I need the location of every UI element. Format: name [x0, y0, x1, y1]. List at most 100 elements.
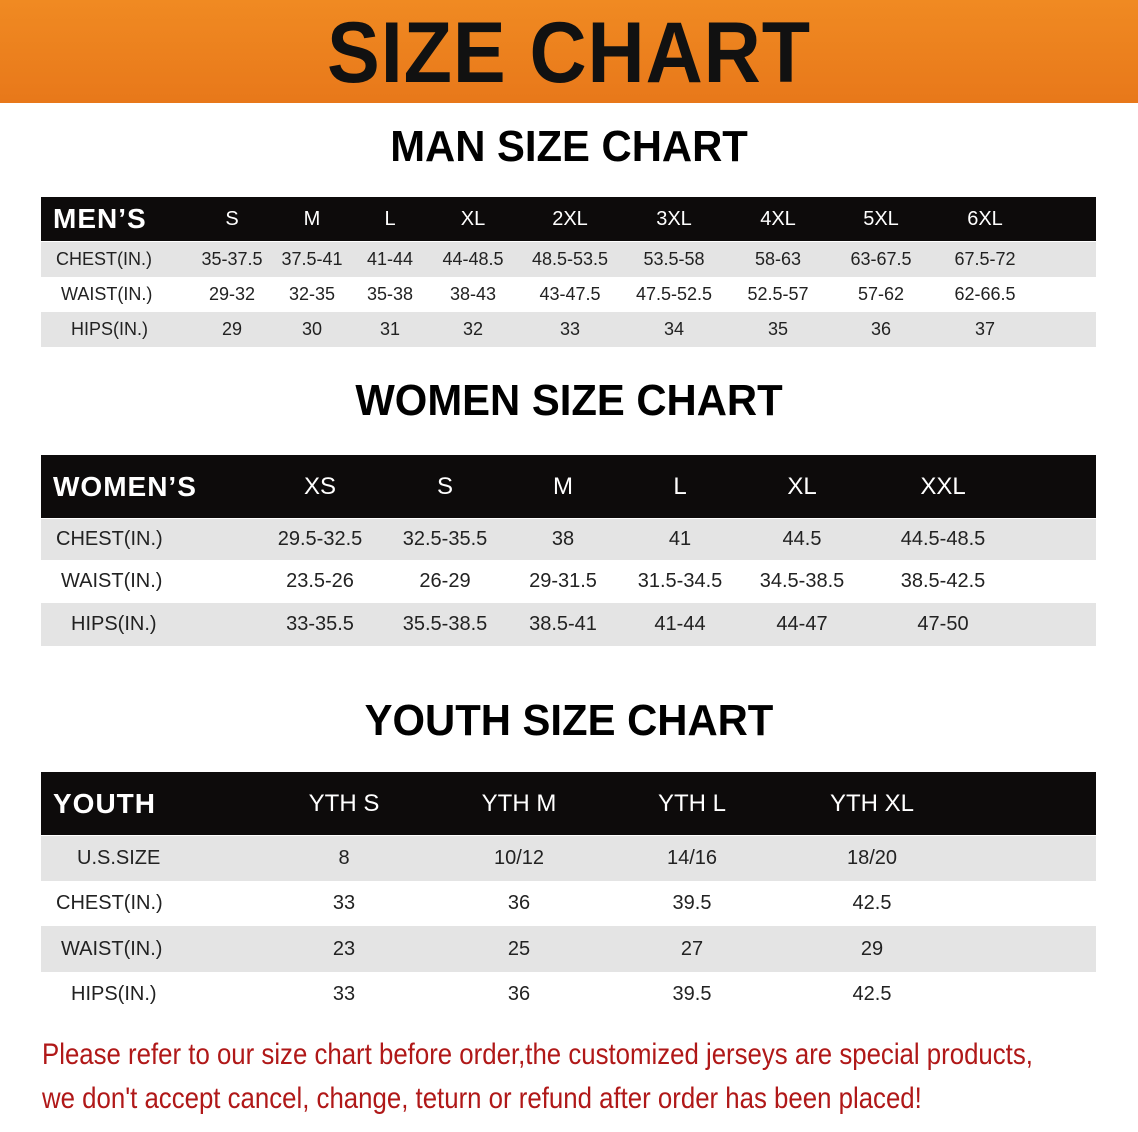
- table-cell: 38.5-42.5: [900, 570, 986, 592]
- size-header-l: L: [384, 207, 396, 230]
- table-cell: 52.5-57: [747, 284, 809, 304]
- table-row: U.S.SIZE 8 10/12 14/16 18/20: [41, 836, 1096, 881]
- women-section-title: WOMEN SIZE CHART: [355, 376, 783, 425]
- size-header-3xl: 3XL: [656, 207, 692, 230]
- table-row: CHEST(IN.) 29.5-32.5 32.5-35.5 38 41 44.5 44.5…: [41, 519, 1096, 560]
- table-row: WAIST(IN.) 23.5-26 26-29 29-31.5 31.5-34.5 34…: [41, 560, 1096, 603]
- notice-line-2: we don't accept cancel, change, teturn o…: [42, 1082, 922, 1115]
- table-cell: 36: [507, 983, 531, 1005]
- table-cell: 33: [559, 319, 581, 339]
- table-cell: 47.5-52.5: [635, 284, 713, 304]
- men-section-title: MAN SIZE CHART: [390, 122, 748, 171]
- table-cell: 32.5-35.5: [402, 528, 488, 550]
- row-label: WAIST(IN.): [61, 570, 163, 592]
- men-header-row: MEN’S S M L XL 2XL 3XL 4XL 5XL 6XL: [41, 197, 1096, 241]
- youth-section-title: YOUTH SIZE CHART: [364, 696, 774, 745]
- table-cell: 32-35: [288, 284, 336, 304]
- table-cell: 44-48.5: [442, 249, 504, 269]
- row-label: CHEST(IN.): [56, 892, 163, 914]
- table-cell: 25: [507, 937, 531, 960]
- table-cell: 38: [551, 528, 575, 550]
- table-cell: 42.5: [852, 983, 892, 1005]
- banner-title: SIZE CHART: [327, 5, 811, 101]
- table-cell: 30: [301, 319, 323, 339]
- table-cell: 18/20: [846, 847, 898, 869]
- row-label: CHEST(IN.): [56, 528, 163, 550]
- table-cell: 47-50: [917, 613, 969, 635]
- table-cell: 41: [668, 528, 692, 550]
- table-cell: 57-62: [857, 284, 905, 304]
- size-header-5xl: 5XL: [863, 207, 899, 230]
- table-cell: 34: [663, 319, 685, 339]
- men-header-label: MEN’S: [53, 203, 147, 234]
- table-cell: 31: [379, 319, 401, 339]
- row-label: WAIST(IN.): [61, 284, 153, 304]
- table-row: HIPS(IN.) 33 36 39.5 42.5: [41, 972, 1096, 1017]
- size-header-xl: XL: [787, 472, 817, 500]
- table-cell: 43-47.5: [539, 284, 601, 304]
- table-cell: 35-38: [366, 284, 414, 304]
- table-row: WAIST(IN.) 23 25 27 29: [41, 926, 1096, 972]
- table-cell: 44.5-48.5: [900, 528, 986, 550]
- table-cell: 35.5-38.5: [402, 613, 488, 635]
- table-cell: 23.5-26: [286, 570, 354, 592]
- table-cell: 41-44: [366, 249, 414, 269]
- table-cell: 58-63: [754, 249, 802, 269]
- table-cell: 26-29: [419, 570, 471, 592]
- size-header-s: S: [225, 207, 239, 230]
- table-cell: 36: [870, 319, 892, 339]
- table-cell: 8: [338, 847, 350, 869]
- table-cell: 29: [221, 319, 243, 339]
- row-label: CHEST(IN.): [56, 249, 152, 269]
- women-header-label: WOMEN’S: [53, 470, 197, 502]
- table-cell: 23: [332, 937, 356, 960]
- size-header-yth-l: YTH L: [657, 789, 726, 817]
- table-row: HIPS(IN.) 33-35.5 35.5-38.5 38.5-41 41-44 44-…: [41, 603, 1096, 646]
- size-header-4xl: 4XL: [760, 207, 796, 230]
- size-header-2xl: 2XL: [552, 207, 588, 230]
- table-cell: 38-43: [449, 284, 497, 304]
- row-label: HIPS(IN.): [71, 983, 157, 1005]
- table-cell: 41-44: [654, 613, 706, 635]
- table-cell: 32: [462, 319, 484, 339]
- table-cell: 33: [332, 892, 356, 914]
- size-header-m: M: [553, 472, 573, 500]
- table-cell: 31.5-34.5: [637, 570, 723, 592]
- table-cell: 35: [767, 319, 789, 339]
- table-cell: 39.5: [672, 983, 712, 1005]
- size-header-s: S: [436, 472, 453, 500]
- table-cell: 14/16: [666, 847, 718, 869]
- table-cell: 39.5: [672, 892, 712, 914]
- table-cell: 37.5-41: [281, 249, 343, 269]
- table-cell: 29: [860, 937, 884, 960]
- table-cell: 33: [332, 983, 356, 1005]
- table-cell: 10/12: [493, 847, 545, 869]
- size-header-6xl: 6XL: [967, 207, 1003, 230]
- title-banner: SIZE CHART: [0, 0, 1138, 103]
- row-label: HIPS(IN.): [71, 613, 157, 635]
- table-cell: 35-37.5: [201, 249, 263, 269]
- table-cell: 29-32: [208, 284, 256, 304]
- size-header-yth-m: YTH M: [481, 789, 557, 817]
- table-row: WAIST(IN.) 29-32 32-35 35-38 38-43 43-47.5 47.…: [41, 277, 1096, 312]
- size-header-yth-xl: YTH XL: [829, 789, 915, 817]
- women-header-row: WOMEN’S XS S M L XL XXL: [41, 455, 1096, 518]
- table-cell: 38.5-41: [529, 613, 597, 635]
- size-header-m: M: [303, 207, 321, 230]
- size-header-xl: XL: [460, 207, 486, 230]
- table-row: HIPS(IN.) 29 30 31 32 33 34 35 36 37: [41, 312, 1096, 347]
- table-row: CHEST(IN.) 35-37.5 37.5-41 41-44 44-48.5 48.5…: [41, 242, 1096, 277]
- table-cell: 48.5-53.5: [531, 249, 609, 269]
- table-row: CHEST(IN.) 33 36 39.5 42.5: [41, 881, 1096, 926]
- size-header-xxl: XXL: [920, 472, 966, 500]
- table-cell: 62-66.5: [954, 284, 1016, 304]
- table-cell: 42.5: [852, 892, 892, 914]
- notice-line-1: Please refer to our size chart before or…: [42, 1038, 1033, 1071]
- table-cell: 29.5-32.5: [277, 528, 363, 550]
- size-header-xs: XS: [303, 472, 336, 500]
- size-header-yth-s: YTH S: [308, 789, 380, 817]
- table-cell: 44-47: [776, 613, 828, 635]
- row-label: WAIST(IN.): [61, 937, 163, 960]
- table-cell: 29-31.5: [529, 570, 597, 592]
